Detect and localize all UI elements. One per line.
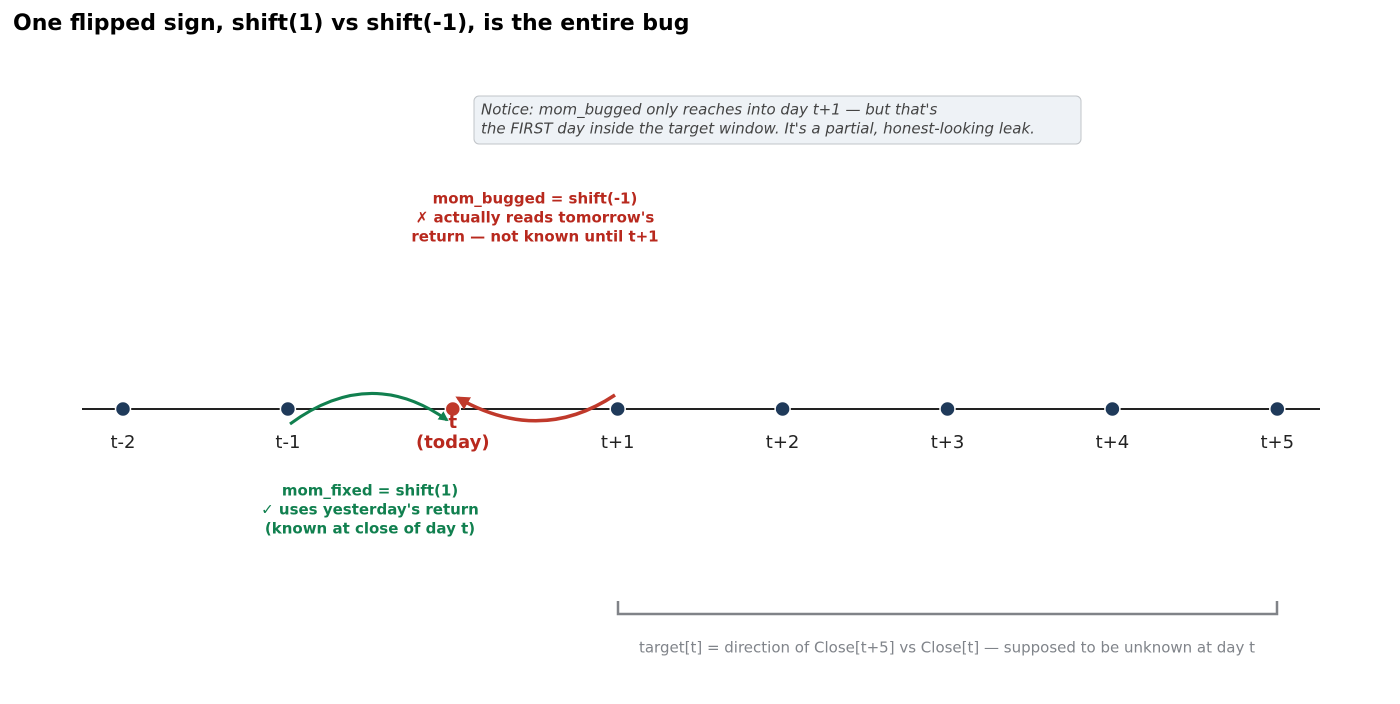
node-label: t-2 bbox=[110, 432, 135, 453]
node bbox=[114, 400, 132, 418]
bugged-line: mom_bugged = shift(-1) bbox=[433, 190, 638, 208]
node bbox=[939, 400, 956, 418]
bugged-arrow bbox=[455, 393, 616, 423]
notice-line: the FIRST day inside the target window. … bbox=[481, 120, 1035, 138]
node-label: t+4 bbox=[1096, 432, 1130, 453]
node-label: t+3 bbox=[931, 432, 965, 453]
node bbox=[279, 400, 297, 418]
node bbox=[774, 400, 791, 418]
fixed-line: (known at close of day t) bbox=[265, 520, 475, 538]
notice-line: Notice: mom_bugged only reaches into day… bbox=[481, 101, 938, 120]
node-label: t+5 bbox=[1261, 432, 1295, 453]
fixed-line: ✓ uses yesterday's return bbox=[261, 501, 479, 519]
node-note: (today) bbox=[416, 432, 490, 453]
node bbox=[1269, 400, 1286, 418]
nodes: t-2 t-1 t(today) t+1 t+2 t+3 t+4 t+5 bbox=[110, 400, 1295, 453]
node-label: t-1 bbox=[275, 432, 300, 453]
node bbox=[1104, 400, 1121, 418]
node-label: t bbox=[448, 412, 457, 433]
title: One flipped sign, shift(1) vs shift(-1),… bbox=[13, 11, 689, 36]
node-label: t+2 bbox=[766, 432, 800, 453]
node-label: t+1 bbox=[601, 432, 635, 453]
node bbox=[609, 400, 626, 418]
target-caption: target[t] = direction of Close[t+5] vs C… bbox=[639, 639, 1255, 657]
bugged-line: return — not known until t+1 bbox=[411, 228, 658, 246]
notice-box bbox=[473, 95, 1082, 145]
target-bracket bbox=[616, 601, 1279, 616]
bugged-line: ✗ actually reads tomorrow's bbox=[416, 209, 655, 227]
fixed-arrow bbox=[289, 392, 449, 426]
fixed-line: mom_fixed = shift(1) bbox=[282, 482, 458, 500]
